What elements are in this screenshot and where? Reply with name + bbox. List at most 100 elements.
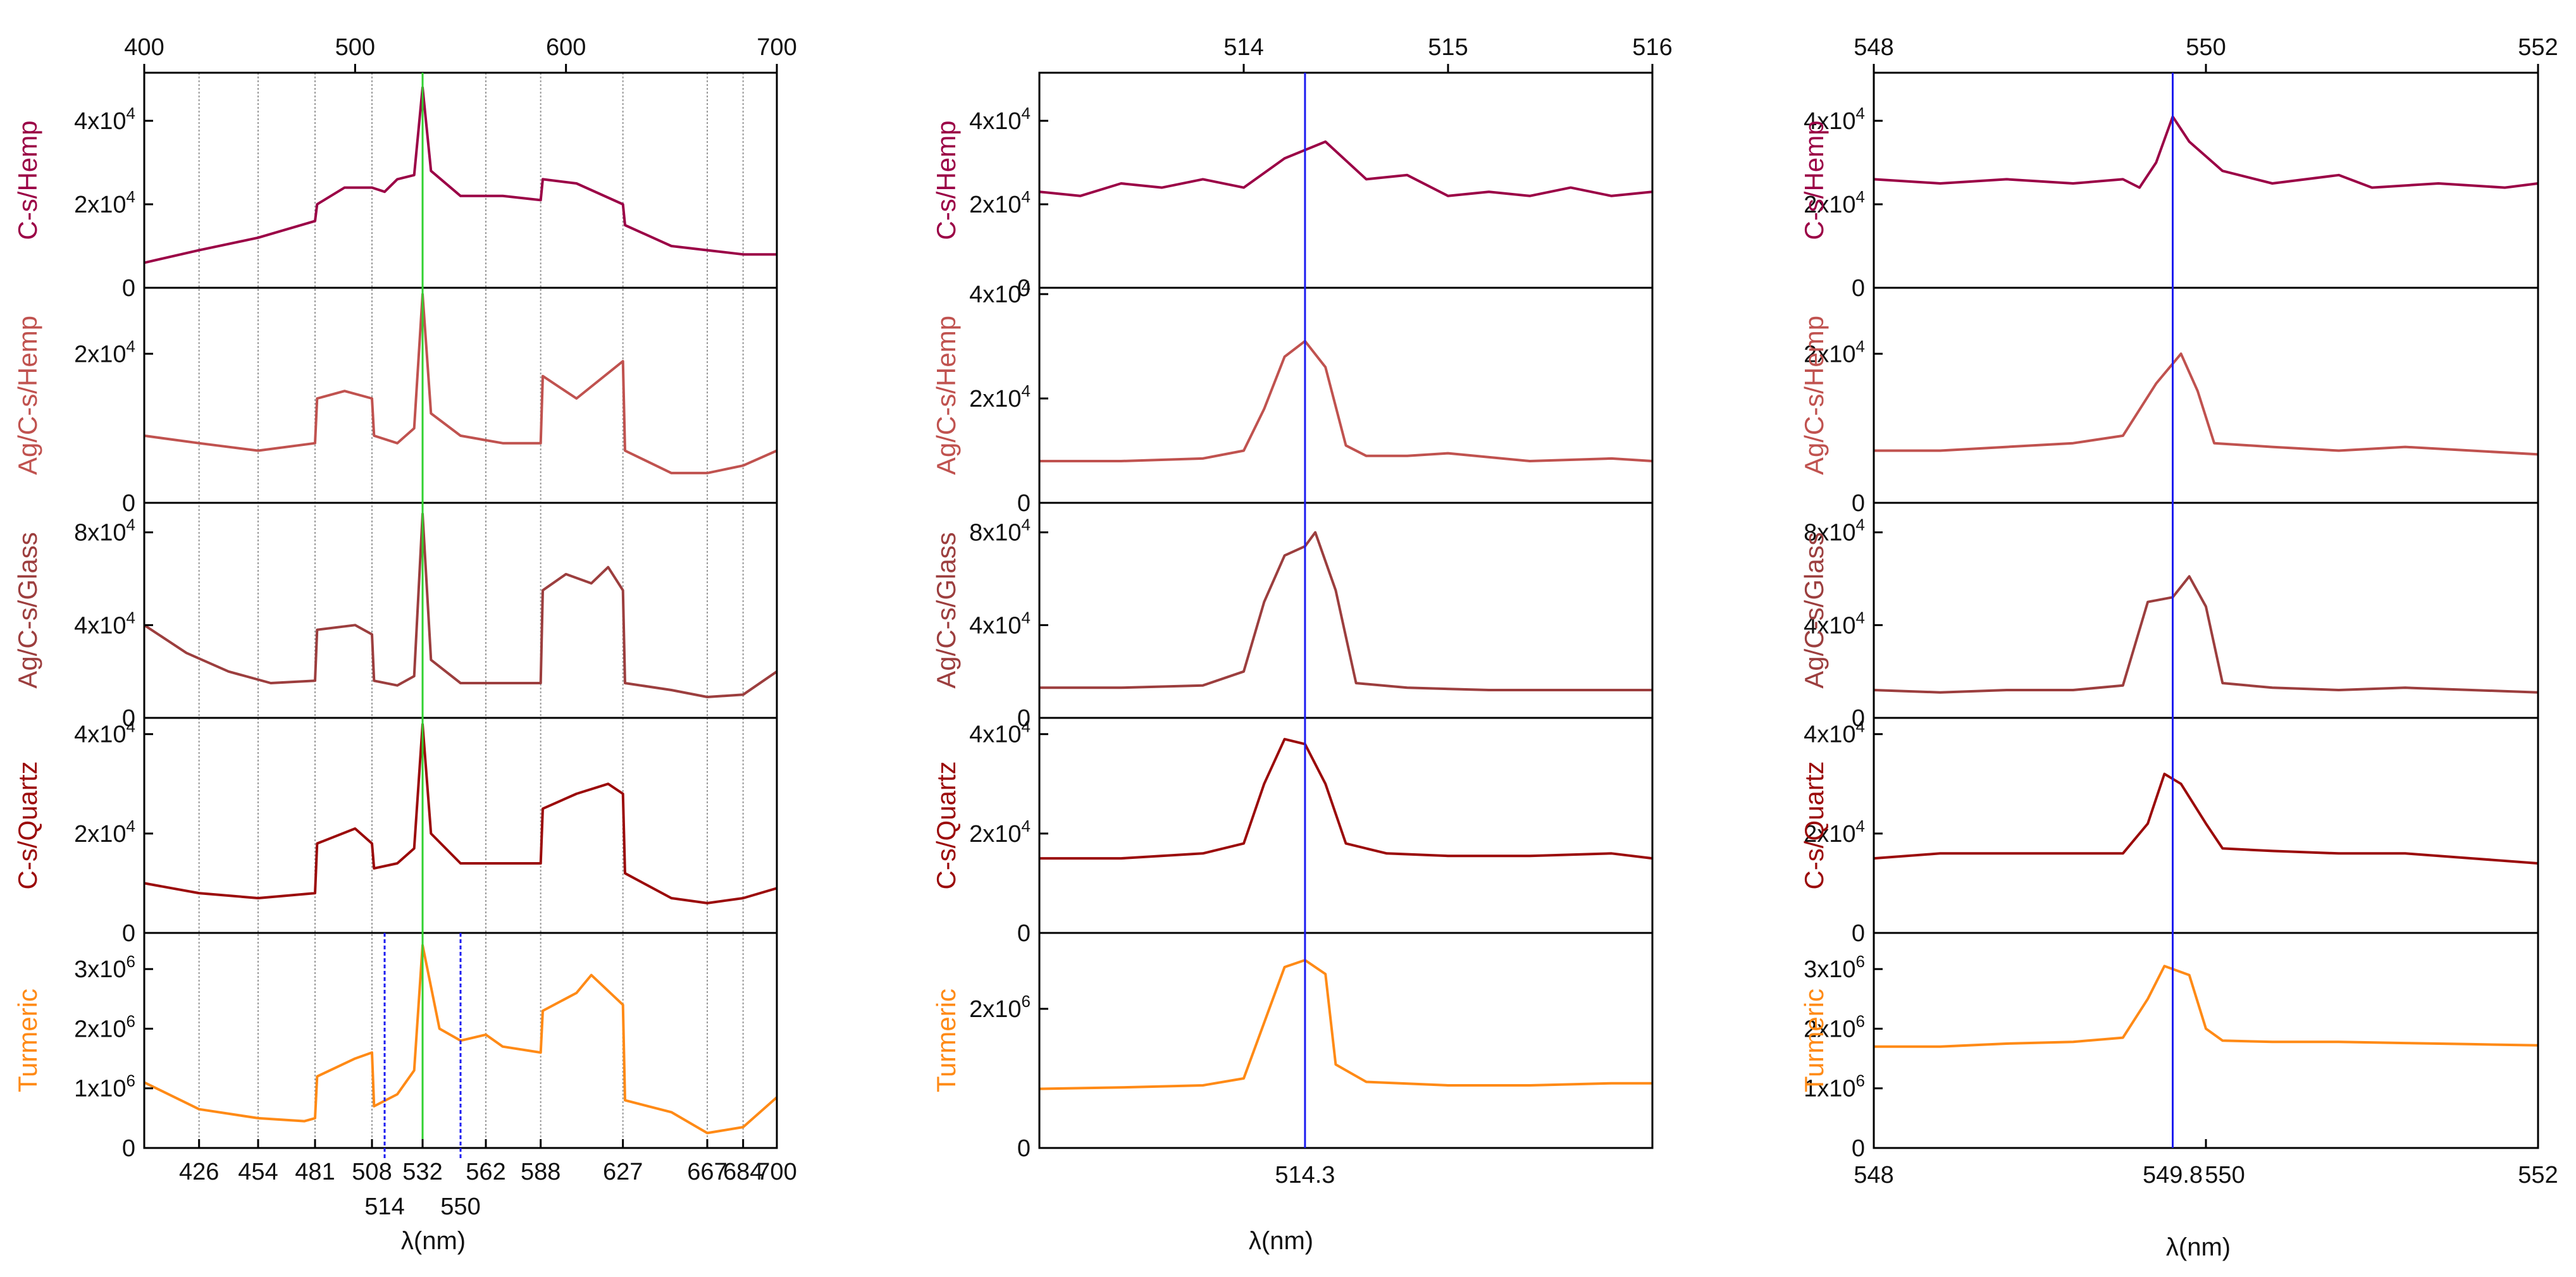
series-label: Turmeric xyxy=(931,989,961,1092)
panel-frame xyxy=(1873,287,2539,504)
y-tick-label: 4x104 xyxy=(74,717,135,748)
series-label: Turmeric xyxy=(1799,989,1829,1092)
top-tick-label: 550 xyxy=(2186,34,2226,61)
panel-frame xyxy=(1038,287,1654,504)
y-tick-label: 0 xyxy=(122,705,135,732)
y-tick-label: 0 xyxy=(1852,490,1865,517)
y-tick-label: 4x104 xyxy=(1804,717,1865,748)
y-tick-label: 0 xyxy=(122,275,135,302)
y-tick-label: 1x106 xyxy=(74,1071,135,1102)
y-tick-label: 0 xyxy=(122,490,135,517)
series-line-ag-c-s-hemp xyxy=(1039,340,1653,462)
bottom-tick-label: 550 xyxy=(2205,1162,2245,1188)
series-line-turmeric xyxy=(1874,965,2539,1048)
bottom-tick-label: 588 xyxy=(521,1159,560,1185)
y-tick-label: 4x104 xyxy=(969,277,1031,308)
y-tick-label: 0 xyxy=(1017,490,1031,517)
y-tick-label: 0 xyxy=(1852,705,1865,732)
series-label: Ag/C-s/Glass xyxy=(13,532,42,688)
chart-zoom-514: 514 515 516 0 2x104 4x104 C-s/Hemp 0 2x104 4x104 A… xyxy=(931,34,1673,1188)
bottom-tick-label: 548 xyxy=(1854,1162,1893,1188)
series-line-ag-c-s-glass xyxy=(1873,575,2539,694)
bottom-tick-label: 562 xyxy=(466,1159,505,1185)
series-line-c-s-quartz xyxy=(1039,737,1653,860)
y-tick-label: 0 xyxy=(1852,920,1865,947)
y-tick-label: 2x104 xyxy=(1804,817,1865,848)
series-line-ag-c-s-hemp xyxy=(1874,352,2539,456)
chart-zoom-550: 548 550 55202x1044x104C-s/Hemp02x104Ag/C-s… xyxy=(1799,34,2558,1188)
y-tick-label: 4x104 xyxy=(1804,104,1865,135)
series-label: Ag/C-s/Glass xyxy=(1799,532,1829,688)
top-tick-label: 552 xyxy=(2518,34,2558,61)
series-line-c-s-hemp xyxy=(1039,140,1653,197)
series-line-ag-c-s-hemp xyxy=(144,293,777,474)
series-line-turmeric xyxy=(1039,959,1652,1090)
series-label: Ag/C-s/Hemp xyxy=(931,316,961,475)
bottom-tick-label: 700 xyxy=(757,1159,796,1185)
bottom-tick-label: 508 xyxy=(352,1159,392,1185)
y-tick-label: 3x106 xyxy=(1804,952,1865,983)
series-label: C-s/Quartz xyxy=(13,761,42,889)
series-line-ag-c-s-glass xyxy=(1039,531,1652,691)
y-tick-label: 4x104 xyxy=(969,717,1031,748)
y-tick-label: 0 xyxy=(122,920,135,947)
y-tick-label: 2x106 xyxy=(74,1011,135,1042)
top-tick-label: 515 xyxy=(1428,34,1468,61)
marker-label: 549.8 xyxy=(2143,1162,2203,1188)
series-line-c-s-quartz xyxy=(1873,772,2539,865)
series-label: C-s/Hemp xyxy=(1799,120,1829,240)
bottom-tick-label: 454 xyxy=(238,1159,278,1185)
series-label: Ag/C-s/Hemp xyxy=(13,316,42,475)
y-tick-label: 2x104 xyxy=(74,187,135,218)
y-tick-label: 2x104 xyxy=(969,817,1031,848)
top-tick-label: 514 xyxy=(1223,34,1263,61)
y-tick-label: 3x106 xyxy=(74,952,135,983)
series-line-c-s-hemp xyxy=(1873,115,2539,189)
bottom-blue-label: 550 xyxy=(440,1194,480,1220)
y-tick-label: 2x104 xyxy=(74,336,135,367)
series-label: C-s/Hemp xyxy=(931,120,961,240)
top-tick-label: 400 xyxy=(124,34,164,61)
y-tick-label: 1x106 xyxy=(1804,1071,1865,1102)
y-tick-label: 2x104 xyxy=(969,187,1031,218)
y-tick-label: 2x104 xyxy=(1804,336,1865,367)
top-tick-label: 548 xyxy=(1854,34,1893,61)
panel-frame xyxy=(143,502,778,719)
bottom-blue-label: 514 xyxy=(364,1194,404,1220)
series-label: Turmeric xyxy=(13,989,42,1092)
y-tick-label: 2x104 xyxy=(1804,187,1865,218)
panel-frame xyxy=(143,287,778,504)
y-tick-label: 8x104 xyxy=(969,515,1031,546)
top-tick-label: 516 xyxy=(1632,34,1672,61)
y-tick-label: 4x104 xyxy=(969,104,1031,135)
y-tick-label: 2x106 xyxy=(969,992,1031,1023)
panel-frame xyxy=(1038,932,1654,1149)
y-tick-label: 4x104 xyxy=(74,608,135,639)
bottom-tick-label: 426 xyxy=(179,1159,219,1185)
series-label: C-s/Quartz xyxy=(1799,761,1829,889)
series-label: C-s/Hemp xyxy=(13,120,42,240)
bottom-tick-label: 481 xyxy=(295,1159,335,1185)
series-label: Ag/C-s/Hemp xyxy=(1799,316,1829,475)
top-tick-label: 700 xyxy=(757,34,796,61)
y-tick-label: 2x104 xyxy=(74,817,135,848)
panel-frame xyxy=(1038,502,1654,719)
chart-full-spectrum: 400 500 600 700 0 2x104 4x104 C-s/Hemp 0 2x104 Ag/… xyxy=(13,34,797,1220)
top-tick-label: 500 xyxy=(335,34,375,61)
y-tick-label: 8x104 xyxy=(1804,515,1865,546)
y-tick-label: 0 xyxy=(1852,1135,1865,1162)
y-tick-label: 0 xyxy=(1017,920,1031,947)
y-tick-label: 0 xyxy=(1017,705,1031,732)
y-tick-label: 4x104 xyxy=(1804,608,1865,639)
y-tick-label: 0 xyxy=(1017,1135,1031,1162)
bottom-tick-label: 532 xyxy=(402,1159,442,1185)
y-tick-label: 0 xyxy=(1017,275,1031,302)
y-tick-label: 4x104 xyxy=(74,104,135,135)
panel-frame xyxy=(1873,932,2539,1149)
x-axis-label-middle: λ(nm) xyxy=(1249,1227,1313,1255)
y-tick-label: 0 xyxy=(1852,275,1865,302)
y-tick-label: 0 xyxy=(122,1135,135,1162)
bottom-tick-label: 627 xyxy=(603,1159,643,1185)
y-tick-label: 8x104 xyxy=(74,515,135,546)
